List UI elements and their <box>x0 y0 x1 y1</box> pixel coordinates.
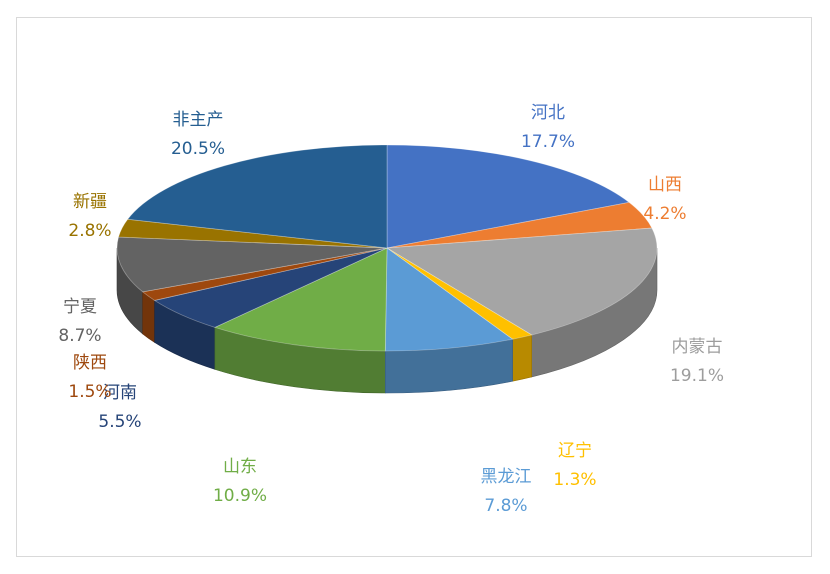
pie-slice-河北 <box>386 144 631 249</box>
slice-value-label: 17.7% <box>521 132 575 152</box>
pie-slice-山东 <box>213 247 388 352</box>
slice-label: 黑龙江 <box>481 467 532 487</box>
pie-slice-河南 <box>153 247 388 328</box>
slice-value-label: 1.5% <box>68 382 111 402</box>
pie-tops <box>116 144 658 352</box>
slice-label: 宁夏 <box>63 297 97 317</box>
slice-value-label: 7.8% <box>484 496 527 516</box>
slice-value-label: 8.7% <box>58 326 101 346</box>
pie-slice-辽宁 <box>386 247 533 340</box>
slice-label: 新疆 <box>73 192 107 212</box>
slice-label: 陕西 <box>73 353 107 373</box>
slice-value-label: 20.5% <box>171 139 225 159</box>
pie-slice-新疆 <box>118 218 388 249</box>
slice-label: 河北 <box>531 103 565 123</box>
slice-value-label: 5.5% <box>98 412 141 432</box>
slice-value-label: 2.8% <box>68 221 111 241</box>
pie-side-3 <box>512 334 532 382</box>
slice-label: 非主产 <box>173 110 224 130</box>
pie-slice-陕西 <box>141 247 388 301</box>
slice-value-label: 1.3% <box>553 470 596 490</box>
slice-label: 河南 <box>103 383 137 403</box>
pie-slice-山西 <box>386 201 653 249</box>
pie-slice-内蒙古 <box>385 227 658 336</box>
slice-label: 山东 <box>223 457 257 477</box>
pie-slice-黑龙江 <box>384 247 514 352</box>
pie-slice-宁夏 <box>116 236 388 293</box>
slice-value-label: 19.1% <box>670 366 724 386</box>
pie-labels: 河北 17.7% 山西 4.2% 内蒙古 19.1% 辽宁 1.3% 黑龙江 7.8% 山东 10.9… <box>58 103 724 516</box>
slice-value-label: 10.9% <box>213 486 267 506</box>
pie-slice-非主产 <box>126 144 388 249</box>
slice-label: 辽宁 <box>558 441 592 461</box>
slice-label: 山西 <box>648 175 682 195</box>
slice-label: 内蒙古 <box>672 337 723 357</box>
slice-value-label: 4.2% <box>643 204 686 224</box>
pie-sides <box>116 247 658 394</box>
